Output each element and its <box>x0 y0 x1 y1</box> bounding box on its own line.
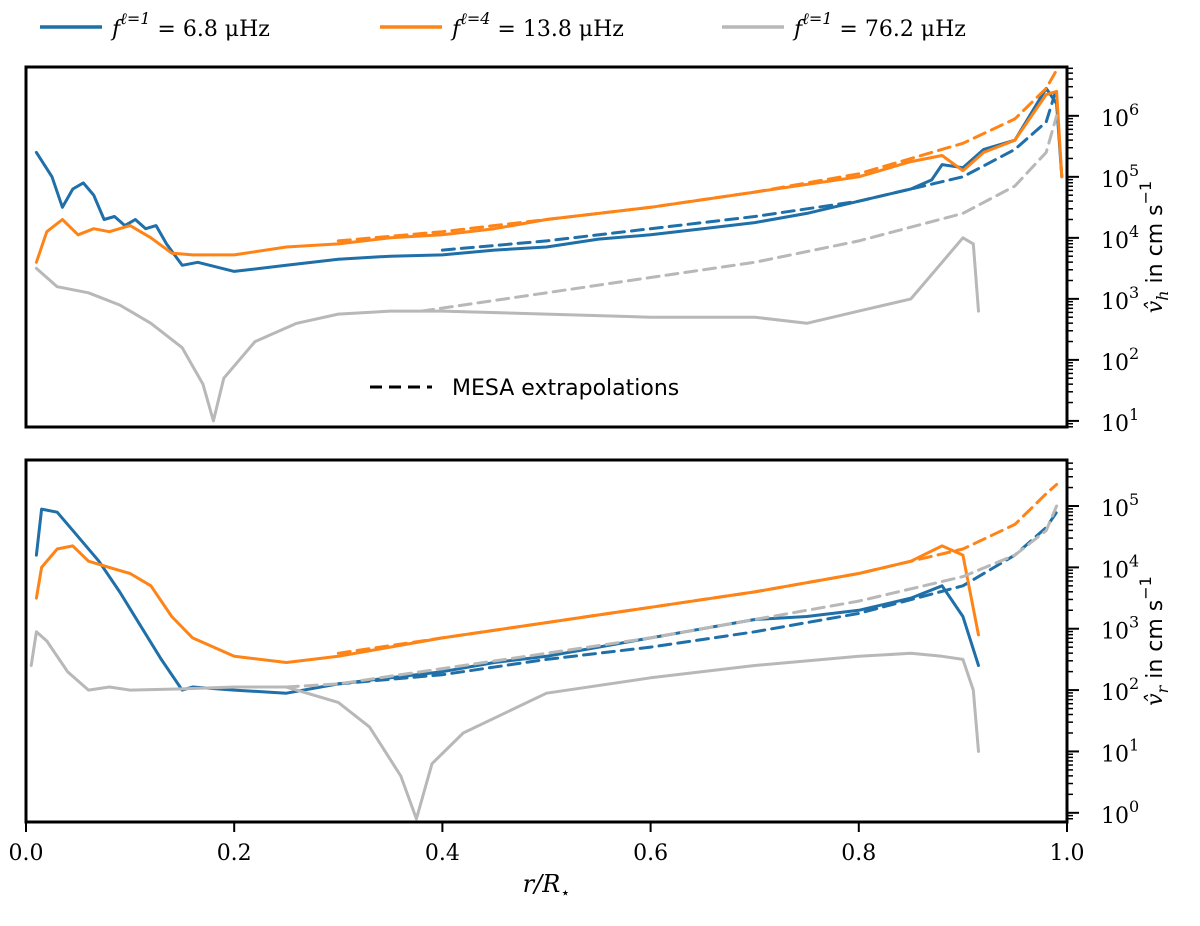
y-tick-label: 105 <box>1101 490 1139 522</box>
x-tick-label: 1.0 <box>1050 841 1085 866</box>
y-axis-label: v̂r in cm s−1 <box>1136 576 1172 706</box>
series-line-orange-solid <box>34 89 1064 264</box>
legend-label: fℓ=1 = 6.8 μHz <box>110 9 270 42</box>
x-axis-label: r/R⋆ <box>523 870 571 902</box>
plot-frame <box>24 458 1069 824</box>
x-tick-label: 0.6 <box>633 841 668 866</box>
mesa-legend-label: MESA extrapolations <box>452 376 679 401</box>
series-group <box>29 483 1059 821</box>
y-tick-label: 101 <box>1101 405 1139 437</box>
series-line-blue-solid <box>34 86 1064 273</box>
y-axis: 100 101 102 103 104 105 <box>1067 462 1139 829</box>
x-tick-label: 0.4 <box>425 841 460 866</box>
legend-entry-2: fℓ=4 = 13.8 μHz <box>380 9 624 42</box>
series-line-blue-solid <box>34 507 980 695</box>
lower-panel-vr: 100 101 102 103 104 105 v̂r in cm s−1 0.0 0.2 0.4… <box>9 458 1172 902</box>
series-line-orange-dashed <box>336 483 1059 655</box>
y-tick-label: 105 <box>1101 161 1139 193</box>
x-axis: 0.0 0.2 0.4 0.6 0.8 1.0 r/R⋆ <box>9 822 1085 902</box>
x-tick-label: 0.2 <box>217 841 252 866</box>
y-tick-label: 101 <box>1101 735 1139 767</box>
y-tick-label: 103 <box>1101 613 1139 645</box>
series-line-gray-solid <box>34 236 980 423</box>
legend-label: fℓ=1 = 76.2 μHz <box>792 9 966 42</box>
x-tick-label: 0.8 <box>841 841 876 866</box>
series-line-blue-dashed <box>440 86 1059 252</box>
y-tick-label: 104 <box>1101 222 1139 254</box>
legend: fℓ=1 = 6.8 μHz fℓ=4 = 13.8 μHz fℓ=1 = 76.2… <box>40 9 966 42</box>
y-tick-label: 104 <box>1101 551 1139 583</box>
series-line-gray-solid <box>29 630 980 821</box>
legend-label: fℓ=4 = 13.8 μHz <box>450 9 624 42</box>
y-tick-label: 106 <box>1101 100 1139 132</box>
y-tick-label: 102 <box>1101 344 1139 376</box>
series-line-gray-dashed <box>420 114 1059 313</box>
y-axis-label: v̂h in cm s−1 <box>1136 181 1172 313</box>
y-tick-label: 102 <box>1101 674 1139 706</box>
series-line-gray-dashed <box>284 504 1059 689</box>
series-group <box>34 68 1064 423</box>
y-axis: 101 102 103 104 105 106 <box>1067 67 1139 437</box>
upper-panel-vh: 101 102 103 104 105 106 v̂h in cm s−1 MESA extr… <box>24 65 1172 437</box>
series-line-orange-dashed <box>336 68 1059 243</box>
y-tick-label: 100 <box>1101 797 1139 829</box>
x-tick-label: 0.0 <box>9 841 44 866</box>
mesa-legend: MESA extrapolations <box>370 376 679 401</box>
legend-entry-1: fℓ=1 = 6.8 μHz <box>40 9 270 42</box>
y-tick-label: 103 <box>1101 283 1139 315</box>
legend-entry-3: fℓ=1 = 76.2 μHz <box>722 9 966 42</box>
